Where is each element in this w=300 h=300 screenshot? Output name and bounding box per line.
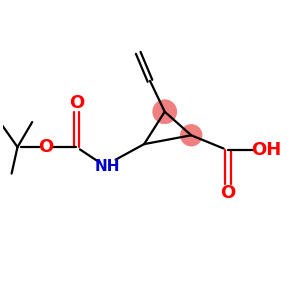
Circle shape	[180, 124, 203, 146]
Text: O: O	[69, 94, 84, 112]
Text: O: O	[220, 184, 236, 202]
Text: OH: OH	[251, 141, 281, 159]
Text: NH: NH	[94, 159, 120, 174]
Circle shape	[152, 99, 177, 124]
Text: O: O	[38, 138, 53, 156]
